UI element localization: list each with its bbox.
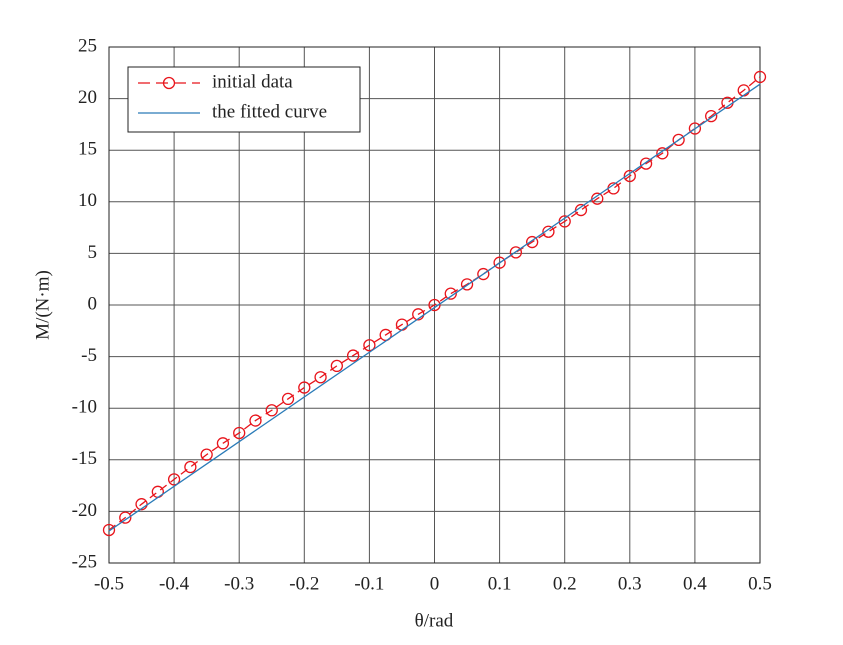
data-point (216, 437, 230, 450)
x-tick-label: -0.2 (289, 573, 319, 594)
data-point (542, 225, 555, 238)
data-point (167, 473, 181, 486)
x-tick-label: 0.3 (618, 573, 642, 594)
legend-marker (162, 76, 176, 90)
legend-label: the fitted curve (212, 101, 327, 122)
x-tick-label: -0.3 (224, 573, 254, 594)
y-tick-label: 10 (78, 190, 97, 211)
data-point (444, 287, 457, 300)
y-axis-label: M/(N·m) (32, 270, 53, 340)
x-tick-label: 0.4 (683, 573, 707, 594)
data-point (330, 359, 344, 373)
data-point (753, 70, 767, 84)
plot-frame (108, 46, 761, 564)
y-tick-label: 5 (88, 242, 98, 263)
y-tick-label: 15 (78, 139, 97, 160)
x-tick-label: 0.1 (488, 573, 512, 594)
data-point (672, 133, 685, 147)
data-point (102, 523, 116, 537)
data-point (265, 404, 278, 417)
x-tick-label: 0.2 (553, 573, 577, 594)
data-point (656, 147, 669, 160)
data-point (705, 109, 718, 123)
data-point (281, 392, 295, 406)
data-point (460, 278, 474, 291)
data-point (119, 511, 132, 524)
x-tick-label: -0.4 (159, 573, 190, 594)
data-point (249, 414, 262, 427)
x-tick-label: 0.5 (748, 573, 772, 594)
y-tick-label: -20 (72, 500, 97, 521)
data-point (623, 169, 636, 183)
x-tick-label: 0 (430, 573, 440, 594)
x-tick-label: -0.5 (94, 573, 124, 594)
x-axis-label: θ/rad (415, 610, 454, 631)
data-point (477, 267, 490, 281)
data-point (591, 192, 604, 205)
series-line (108, 76, 761, 531)
y-tick-label: 0 (88, 293, 98, 314)
data-point (493, 256, 506, 269)
data-point (200, 448, 213, 461)
data-point (509, 246, 523, 259)
data-point (233, 426, 246, 440)
data-point (346, 349, 360, 362)
data-point (184, 460, 197, 474)
data-point (688, 122, 702, 135)
series-line (108, 83, 761, 532)
y-tick-label: 25 (78, 35, 97, 56)
y-tick-label: -5 (81, 345, 97, 366)
y-tick-label: -25 (72, 551, 97, 572)
y-tick-label: 20 (78, 87, 97, 108)
data-point (314, 371, 327, 384)
y-tick-label: -10 (72, 397, 97, 418)
data-point (639, 157, 653, 170)
legend-label: initial data (212, 71, 293, 92)
y-tick-label: -15 (72, 448, 97, 469)
data-point (526, 235, 539, 249)
data-point (363, 339, 376, 352)
x-tick-label: -0.1 (354, 573, 384, 594)
data-point (298, 381, 311, 394)
data-point (428, 298, 441, 312)
